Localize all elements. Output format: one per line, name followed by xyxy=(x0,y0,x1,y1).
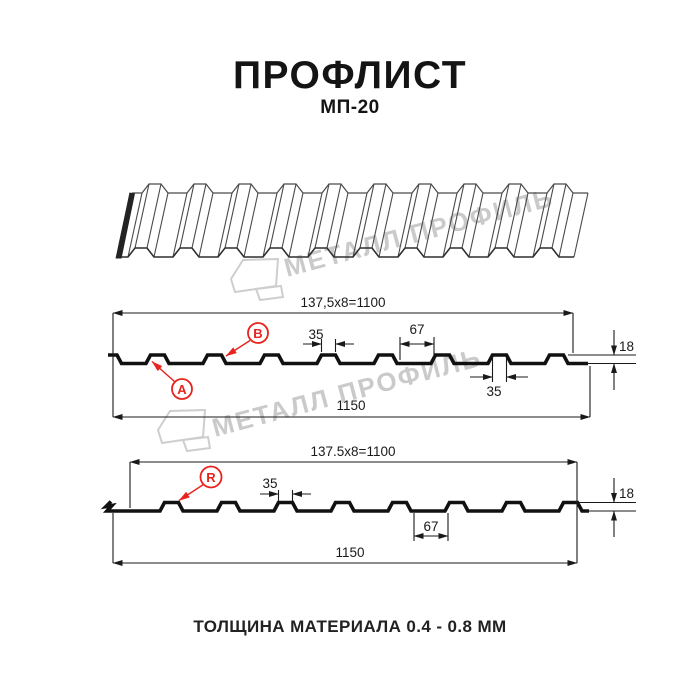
profile-top-view: 137,5x8=1100 35 67 35 18 1150 A B xyxy=(108,295,636,420)
dim-length-bottom: 137.5x8=1100 xyxy=(311,444,396,459)
dim-valley-width-top: 67 xyxy=(409,322,424,337)
marker-r: R xyxy=(178,465,223,502)
dim-valley-width-bottom: 67 xyxy=(423,519,438,534)
rib-diagonals xyxy=(127,183,589,258)
dim-rib-bottom-width-top: 35 xyxy=(486,384,501,399)
dim-overall-top: 1150 xyxy=(336,398,365,413)
dim-rib-top-width-bottom: 35 xyxy=(262,476,277,491)
marker-b: B xyxy=(225,322,269,357)
sheet-cut-edge xyxy=(115,192,135,259)
product-code: МП-20 xyxy=(320,97,380,118)
perspective-drawing xyxy=(115,183,589,259)
material-thickness-note: ТОЛЩИНА МАТЕРИАЛА 0.4 - 0.8 ММ xyxy=(193,617,507,636)
dim-length-top: 137,5x8=1100 xyxy=(301,295,386,310)
svg-text:B: B xyxy=(253,326,262,341)
dim-height-bottom: 18 xyxy=(619,486,634,501)
page-title: ПРОФЛИСТ xyxy=(232,54,468,97)
svg-text:R: R xyxy=(206,470,216,485)
watermark-logo-middle xyxy=(156,408,212,453)
dim-overall-bottom: 1150 xyxy=(335,545,364,560)
profile-top-outline xyxy=(108,353,588,366)
dim-height-top: 18 xyxy=(619,339,634,354)
dim-rib-top-width-top: 35 xyxy=(308,327,323,342)
profile-bottom-view: 137.5x8=1100 35 67 18 1150 R xyxy=(100,444,636,566)
watermark-logo-top xyxy=(229,257,285,302)
marker-a: A xyxy=(151,360,193,400)
watermark-text-middle: МЕТАЛЛ ПРОФИЛЬ xyxy=(209,342,485,443)
svg-text:A: A xyxy=(177,382,187,397)
profile-bottom-outline xyxy=(100,500,589,513)
